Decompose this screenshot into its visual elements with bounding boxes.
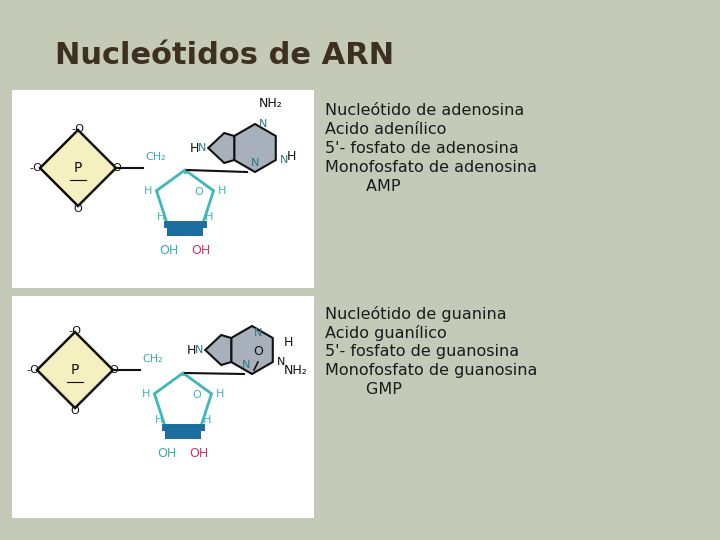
Text: O: O [109, 365, 118, 375]
Text: H: H [157, 212, 166, 222]
Text: O: O [194, 187, 203, 197]
Text: CH₂: CH₂ [145, 152, 166, 162]
Text: P: P [74, 161, 82, 175]
Text: Nucleótido de adenosina: Nucleótido de adenosina [325, 103, 524, 118]
Text: N: N [242, 360, 250, 370]
Text: H: H [217, 186, 226, 195]
Text: H: H [155, 415, 163, 426]
Text: O: O [253, 345, 263, 358]
Text: H: H [189, 141, 199, 154]
Text: P: P [71, 363, 79, 377]
Polygon shape [37, 332, 113, 408]
Text: CH₂: CH₂ [142, 354, 163, 364]
Polygon shape [167, 224, 202, 237]
Text: H: H [144, 186, 153, 195]
Text: -O: -O [29, 163, 42, 173]
Polygon shape [166, 427, 201, 439]
Text: OH: OH [189, 447, 208, 460]
Text: OH: OH [158, 447, 177, 460]
Text: H: H [202, 415, 211, 426]
Text: O: O [71, 406, 79, 416]
Text: -O: -O [26, 365, 39, 375]
Text: H: H [204, 212, 213, 222]
Text: Nucleótido de guanina: Nucleótido de guanina [325, 306, 507, 322]
Polygon shape [205, 335, 231, 365]
FancyBboxPatch shape [12, 296, 314, 518]
Text: H: H [186, 343, 196, 356]
Polygon shape [208, 133, 234, 163]
Text: NH₂: NH₂ [259, 97, 283, 110]
Text: N: N [195, 345, 203, 355]
Text: N: N [254, 328, 262, 338]
Text: Monofosfato de guanosina: Monofosfato de guanosina [325, 363, 537, 378]
Text: 5'- fosfato de guanosina: 5'- fosfato de guanosina [325, 344, 519, 359]
Text: AMP: AMP [325, 179, 400, 194]
Text: GMP: GMP [325, 382, 402, 397]
Text: Monofosfato de adenosina: Monofosfato de adenosina [325, 160, 537, 175]
Text: -O: -O [68, 326, 81, 336]
Text: H: H [287, 150, 297, 163]
Polygon shape [40, 130, 116, 206]
Text: N: N [251, 158, 259, 168]
Text: O: O [193, 390, 202, 400]
Text: H: H [284, 335, 293, 348]
Text: N: N [259, 119, 267, 129]
Text: O: O [73, 204, 82, 214]
Text: -O: -O [71, 124, 84, 134]
Text: Acido guanílico: Acido guanílico [325, 325, 446, 341]
FancyBboxPatch shape [12, 90, 314, 288]
Text: NH₂: NH₂ [284, 363, 307, 376]
Text: O: O [112, 163, 121, 173]
Text: 5'- fosfato de adenosina: 5'- fosfato de adenosina [325, 141, 518, 156]
Text: N: N [198, 143, 206, 153]
Text: H: H [215, 389, 224, 399]
Text: Nucleótidos de ARN: Nucleótidos de ARN [55, 40, 394, 70]
Polygon shape [234, 124, 276, 172]
Text: N: N [276, 357, 285, 367]
Text: Acido adenílico: Acido adenílico [325, 122, 446, 137]
Text: H: H [142, 389, 150, 399]
Text: N: N [280, 155, 288, 165]
Text: OH: OH [160, 244, 179, 257]
Text: OH: OH [191, 244, 210, 257]
Polygon shape [231, 326, 273, 374]
